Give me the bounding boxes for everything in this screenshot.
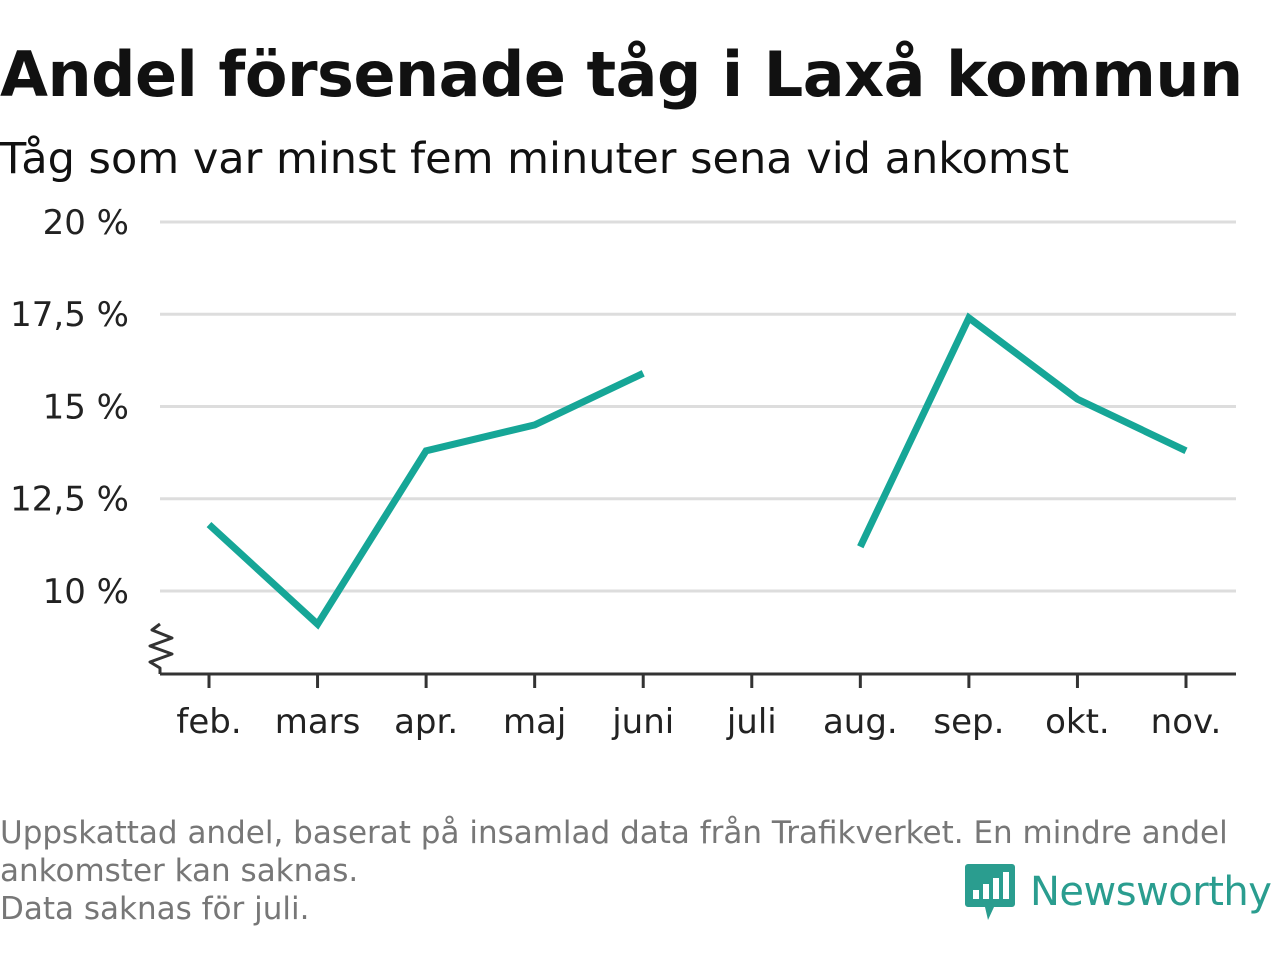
footnote-line-2: ankomster kan saknas. xyxy=(0,853,359,889)
x-tick-label: sep. xyxy=(933,702,1004,742)
footnote-line-3: Data saknas för juli. xyxy=(0,891,310,927)
newsworthy-chart-bubble-icon xyxy=(965,864,1015,920)
y-tick-label: 20 % xyxy=(43,203,129,243)
chart-footnote: Uppskattad andel, baserat på insamlad da… xyxy=(0,814,1270,928)
x-tick-label: mars xyxy=(275,702,361,742)
footnote-line-1: Uppskattad andel, baserat på insamlad da… xyxy=(0,815,1228,851)
x-tick-label: apr. xyxy=(394,702,458,742)
y-tick-label: 12,5 % xyxy=(10,480,129,520)
x-axis-tick-labels: feb. mars apr. maj juni juli aug. sep. okt. nov. xyxy=(176,674,1221,742)
x-axis xyxy=(148,622,1236,676)
y-tick-label: 10 % xyxy=(43,572,129,612)
x-tick-label: nov. xyxy=(1151,702,1222,742)
y-axis-tick-labels: 10 % 12,5 % 15 % 17,5 % 20 % xyxy=(10,203,129,612)
y-tick-label: 17,5 % xyxy=(10,295,129,335)
chart-title: Andel försenade tåg i Laxå kommun xyxy=(0,38,1243,111)
chart-subtitle: Tåg som var minst fem minuter sena vid a… xyxy=(0,134,1070,184)
x-tick-label: okt. xyxy=(1045,702,1110,742)
x-tick-label: feb. xyxy=(176,702,241,742)
series-line-segment xyxy=(857,312,1188,549)
grid-lines xyxy=(160,220,1236,593)
series-lines xyxy=(206,312,1188,630)
series-line-segment xyxy=(206,370,645,630)
x-tick-label: maj xyxy=(503,702,566,742)
axis-break-marker xyxy=(148,622,174,674)
brand-name: Newsworthy xyxy=(1030,869,1272,915)
newsworthy-logo: Newsworthy xyxy=(964,862,1272,922)
x-tick-label: juni xyxy=(611,702,674,742)
x-tick-label: aug. xyxy=(823,702,898,742)
x-tick-label: juli xyxy=(726,702,777,742)
y-tick-label: 15 % xyxy=(43,387,129,427)
